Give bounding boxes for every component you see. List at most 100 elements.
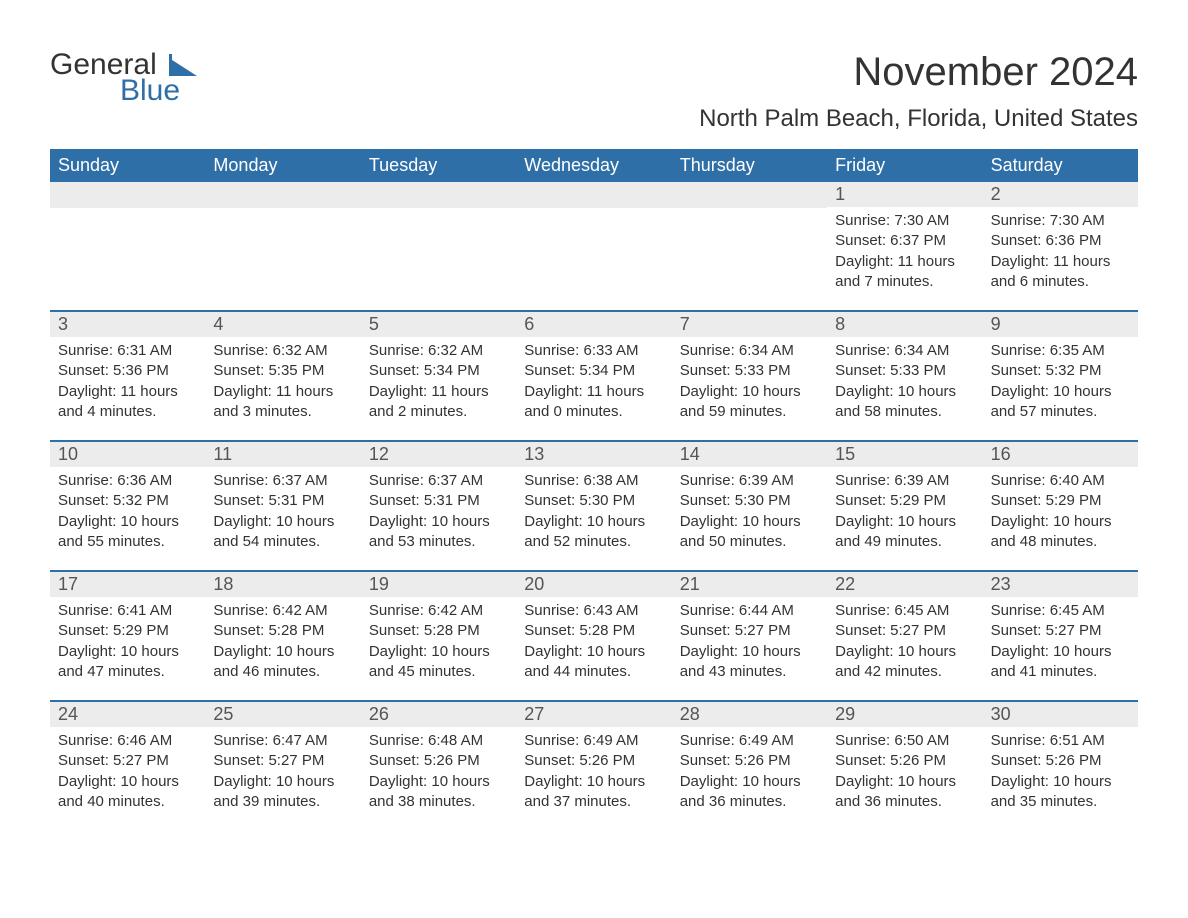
day-details: Sunrise: 6:48 AMSunset: 5:26 PMDaylight:… <box>361 727 516 820</box>
day-number: 8 <box>827 312 982 337</box>
day-details: Sunrise: 6:34 AMSunset: 5:33 PMDaylight:… <box>827 337 982 430</box>
day-details: Sunrise: 6:45 AMSunset: 5:27 PMDaylight:… <box>983 597 1138 690</box>
sunset-text: Sunset: 5:31 PM <box>213 491 352 511</box>
day-cell: 2Sunrise: 7:30 AMSunset: 6:36 PMDaylight… <box>983 182 1138 310</box>
daylight-text-1: Daylight: 10 hours <box>213 772 352 792</box>
daylight-text-1: Daylight: 11 hours <box>835 252 974 272</box>
day-number: 2 <box>983 182 1138 207</box>
month-title: November 2024 <box>699 50 1138 95</box>
day-number: 13 <box>516 442 671 467</box>
daylight-text-2: and 40 minutes. <box>58 792 197 812</box>
header: General Blue November 2024 North Palm Be… <box>50 50 1138 133</box>
day-cell: 28Sunrise: 6:49 AMSunset: 5:26 PMDayligh… <box>672 702 827 830</box>
empty-day-header <box>50 182 205 208</box>
week-row: 10Sunrise: 6:36 AMSunset: 5:32 PMDayligh… <box>50 440 1138 570</box>
day-details: Sunrise: 6:44 AMSunset: 5:27 PMDaylight:… <box>672 597 827 690</box>
day-number: 15 <box>827 442 982 467</box>
sunrise-text: Sunrise: 6:47 AM <box>213 731 352 751</box>
day-details: Sunrise: 6:51 AMSunset: 5:26 PMDaylight:… <box>983 727 1138 820</box>
weekday-header: Friday <box>827 149 982 182</box>
daylight-text-2: and 57 minutes. <box>991 402 1130 422</box>
daylight-text-1: Daylight: 10 hours <box>680 642 819 662</box>
daylight-text-2: and 0 minutes. <box>524 402 663 422</box>
sunset-text: Sunset: 5:36 PM <box>58 361 197 381</box>
daylight-text-2: and 38 minutes. <box>369 792 508 812</box>
day-number: 23 <box>983 572 1138 597</box>
day-number: 24 <box>50 702 205 727</box>
day-cell: 29Sunrise: 6:50 AMSunset: 5:26 PMDayligh… <box>827 702 982 830</box>
sunset-text: Sunset: 5:26 PM <box>835 751 974 771</box>
daylight-text-1: Daylight: 10 hours <box>369 642 508 662</box>
day-details: Sunrise: 6:35 AMSunset: 5:32 PMDaylight:… <box>983 337 1138 430</box>
day-details: Sunrise: 6:34 AMSunset: 5:33 PMDaylight:… <box>672 337 827 430</box>
sunrise-text: Sunrise: 6:42 AM <box>369 601 508 621</box>
weekday-header: Thursday <box>672 149 827 182</box>
day-details: Sunrise: 6:37 AMSunset: 5:31 PMDaylight:… <box>361 467 516 560</box>
day-cell: 5Sunrise: 6:32 AMSunset: 5:34 PMDaylight… <box>361 312 516 440</box>
daylight-text-2: and 36 minutes. <box>680 792 819 812</box>
day-number: 21 <box>672 572 827 597</box>
weeks-container: 1Sunrise: 7:30 AMSunset: 6:37 PMDaylight… <box>50 182 1138 830</box>
day-number: 17 <box>50 572 205 597</box>
daylight-text-1: Daylight: 10 hours <box>524 642 663 662</box>
weekday-header: Monday <box>205 149 360 182</box>
location-subtitle: North Palm Beach, Florida, United States <box>699 105 1138 133</box>
day-number: 10 <box>50 442 205 467</box>
daylight-text-1: Daylight: 11 hours <box>991 252 1130 272</box>
day-number: 9 <box>983 312 1138 337</box>
day-cell: 13Sunrise: 6:38 AMSunset: 5:30 PMDayligh… <box>516 442 671 570</box>
daylight-text-2: and 58 minutes. <box>835 402 974 422</box>
week-row: 24Sunrise: 6:46 AMSunset: 5:27 PMDayligh… <box>50 700 1138 830</box>
week-row: 1Sunrise: 7:30 AMSunset: 6:37 PMDaylight… <box>50 182 1138 310</box>
daylight-text-1: Daylight: 10 hours <box>524 512 663 532</box>
daylight-text-1: Daylight: 10 hours <box>835 642 974 662</box>
daylight-text-1: Daylight: 10 hours <box>369 512 508 532</box>
sunrise-text: Sunrise: 7:30 AM <box>835 211 974 231</box>
day-cell: 3Sunrise: 6:31 AMSunset: 5:36 PMDaylight… <box>50 312 205 440</box>
sunset-text: Sunset: 5:28 PM <box>213 621 352 641</box>
sunset-text: Sunset: 5:30 PM <box>524 491 663 511</box>
day-number: 20 <box>516 572 671 597</box>
daylight-text-2: and 49 minutes. <box>835 532 974 552</box>
day-details: Sunrise: 6:45 AMSunset: 5:27 PMDaylight:… <box>827 597 982 690</box>
day-details: Sunrise: 6:32 AMSunset: 5:34 PMDaylight:… <box>361 337 516 430</box>
sunset-text: Sunset: 5:29 PM <box>835 491 974 511</box>
day-details: Sunrise: 6:39 AMSunset: 5:30 PMDaylight:… <box>672 467 827 560</box>
sunset-text: Sunset: 5:28 PM <box>369 621 508 641</box>
day-cell: 11Sunrise: 6:37 AMSunset: 5:31 PMDayligh… <box>205 442 360 570</box>
sunrise-text: Sunrise: 6:34 AM <box>835 341 974 361</box>
day-details: Sunrise: 6:39 AMSunset: 5:29 PMDaylight:… <box>827 467 982 560</box>
day-details: Sunrise: 6:37 AMSunset: 5:31 PMDaylight:… <box>205 467 360 560</box>
weekday-header: Wednesday <box>516 149 671 182</box>
day-number: 26 <box>361 702 516 727</box>
sunset-text: Sunset: 5:34 PM <box>369 361 508 381</box>
daylight-text-1: Daylight: 10 hours <box>213 512 352 532</box>
sunrise-text: Sunrise: 6:34 AM <box>680 341 819 361</box>
weekday-header: Sunday <box>50 149 205 182</box>
day-cell: 25Sunrise: 6:47 AMSunset: 5:27 PMDayligh… <box>205 702 360 830</box>
week-row: 17Sunrise: 6:41 AMSunset: 5:29 PMDayligh… <box>50 570 1138 700</box>
day-number: 25 <box>205 702 360 727</box>
daylight-text-1: Daylight: 10 hours <box>991 642 1130 662</box>
daylight-text-1: Daylight: 11 hours <box>524 382 663 402</box>
daylight-text-1: Daylight: 10 hours <box>680 772 819 792</box>
day-cell: 26Sunrise: 6:48 AMSunset: 5:26 PMDayligh… <box>361 702 516 830</box>
sunset-text: Sunset: 5:26 PM <box>991 751 1130 771</box>
day-cell: 12Sunrise: 6:37 AMSunset: 5:31 PMDayligh… <box>361 442 516 570</box>
daylight-text-2: and 48 minutes. <box>991 532 1130 552</box>
day-cell: 9Sunrise: 6:35 AMSunset: 5:32 PMDaylight… <box>983 312 1138 440</box>
daylight-text-1: Daylight: 11 hours <box>213 382 352 402</box>
sunrise-text: Sunrise: 6:37 AM <box>213 471 352 491</box>
day-number: 4 <box>205 312 360 337</box>
day-cell: 20Sunrise: 6:43 AMSunset: 5:28 PMDayligh… <box>516 572 671 700</box>
day-number: 30 <box>983 702 1138 727</box>
sunset-text: Sunset: 5:27 PM <box>835 621 974 641</box>
daylight-text-2: and 35 minutes. <box>991 792 1130 812</box>
day-cell: 14Sunrise: 6:39 AMSunset: 5:30 PMDayligh… <box>672 442 827 570</box>
empty-day-header <box>516 182 671 208</box>
daylight-text-2: and 37 minutes. <box>524 792 663 812</box>
day-cell: 19 Sunrise: 6:42 AMSunset: 5:28 PMDayligh… <box>361 572 516 700</box>
empty-day-header <box>205 182 360 208</box>
daylight-text-2: and 52 minutes. <box>524 532 663 552</box>
day-number: 19 <box>361 572 516 597</box>
